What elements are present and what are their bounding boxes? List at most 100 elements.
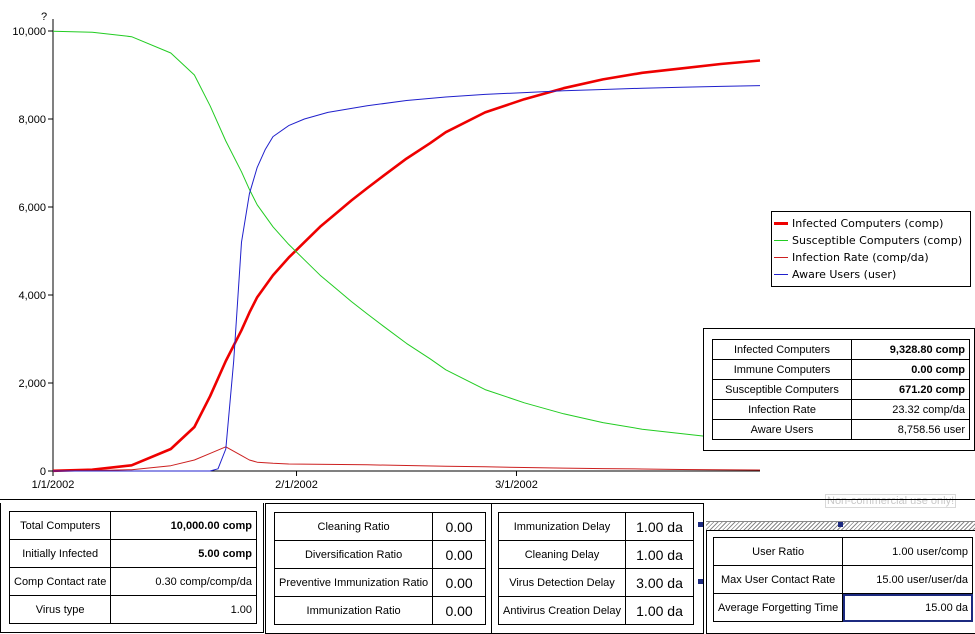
x-tick-label: 1/1/2002 [32, 479, 75, 491]
x-tick-label: 3/1/2002 [495, 479, 538, 491]
parameter-value[interactable]: 0.00 [432, 512, 486, 541]
parameters-table-4: User Ratio 1.00 user/comp Max User Contact… [712, 537, 973, 622]
results-table-row: Infected Computers 9,328.80 comp [712, 339, 970, 360]
panel3-row: Virus Detection Delay 3.00 da [498, 568, 694, 597]
y-tick-label: 0 [40, 466, 46, 478]
parameter-value[interactable]: 0.00 [432, 596, 486, 625]
parameter-value[interactable]: 5.00 comp [110, 539, 257, 568]
legend-item: Infection Rate (comp/da) [772, 249, 970, 266]
line-chart: ? 0 2,000 4,000 6,000 8,000 10,000 1/1/2002 2/1/… [12, 11, 761, 491]
legend-item: Aware Users (user) [772, 266, 970, 283]
parameter-value[interactable]: 0.00 [432, 568, 486, 597]
chart-divider [0, 499, 975, 500]
parameter-value[interactable]: 15.00 da [842, 593, 973, 622]
panel4-row: Average Forgetting Time 15.00 da [712, 593, 973, 622]
panel3-row: Antivirus Creation Delay 1.00 da [498, 596, 694, 625]
parameter-label: Immune Computers [712, 359, 852, 380]
y-tick-label: 4,000 [18, 290, 46, 302]
parameter-value[interactable]: 10,000.00 comp [110, 511, 257, 540]
parameter-label: Virus Detection Delay [498, 568, 626, 597]
y-tick-label: 10,000 [12, 26, 46, 38]
panel2-row: Diversification Ratio 0.00 [273, 540, 486, 569]
y-tick-label: 6,000 [18, 202, 46, 214]
parameters-table-2: Cleaning Ratio 0.00 Diversification Ratio 0… [273, 512, 486, 625]
parameter-value: 9,328.80 comp [851, 339, 970, 360]
parameter-label: Susceptible Computers [712, 379, 852, 400]
panel1-row: Virus type 1.00 [8, 595, 257, 624]
watermark-text: Non-commercial use only! [825, 494, 957, 508]
parameter-label: Total Computers [8, 511, 112, 540]
results-table-row: Immune Computers 0.00 comp [712, 359, 970, 380]
legend-label: Susceptible Computers (comp) [792, 234, 963, 247]
parameter-value[interactable]: 1.00 user/comp [842, 537, 973, 566]
panel2-row: Immunization Ratio 0.00 [273, 596, 486, 625]
panel3-row: Cleaning Delay 1.00 da [498, 540, 694, 569]
results-table-panel: Infected Computers 9,328.80 comp Immune Co… [703, 328, 975, 451]
parameters-table-3: Immunization Delay 1.00 da Cleaning Delay 1… [498, 512, 694, 625]
x-tick-label: 2/1/2002 [275, 479, 318, 491]
parameter-label: Virus type [8, 595, 112, 624]
legend-item: Infected Computers (comp) [772, 215, 970, 232]
parameter-label: Infected Computers [712, 339, 852, 360]
parameter-label: Comp Contact rate [8, 567, 112, 596]
y-unit-label: ? [41, 11, 47, 23]
parameter-value[interactable]: 1.00 [110, 595, 257, 624]
parameter-label: Cleaning Delay [498, 540, 626, 569]
parameter-label: Immunization Ratio [273, 596, 434, 625]
legend-label: Aware Users (user) [792, 268, 897, 281]
parameters-panel-4: User Ratio 1.00 user/comp Max User Contact… [706, 530, 975, 634]
resize-handle[interactable] [838, 522, 843, 527]
parameter-label: Max User Contact Rate [712, 565, 844, 594]
parameter-value: 23.32 comp/da [851, 399, 970, 420]
chart-series-layer [52, 30, 761, 473]
panel4-row: Max User Contact Rate 15.00 user/user/da [712, 565, 973, 594]
panel3-row: Immunization Delay 1.00 da [498, 512, 694, 541]
parameter-label: Cleaning Ratio [273, 512, 434, 541]
results-table-row: Susceptible Computers 671.20 comp [712, 379, 970, 400]
panel1-row: Initially Infected 5.00 comp [8, 539, 257, 568]
parameter-label: Average Forgetting Time [712, 593, 844, 622]
chart-legend: Infected Computers (comp) Susceptible Com… [771, 211, 971, 287]
resize-handle[interactable] [698, 522, 703, 527]
results-table: Infected Computers 9,328.80 comp Immune Co… [712, 339, 970, 440]
legend-swatch [774, 257, 788, 258]
results-table-row: Infection Rate 23.32 comp/da [712, 399, 970, 420]
series-line-2 [52, 30, 761, 442]
parameter-label: Aware Users [712, 419, 852, 440]
legend-swatch [774, 240, 788, 241]
y-tick-label: 2,000 [18, 378, 46, 390]
parameters-panel-3: Immunization Delay 1.00 da Cleaning Delay 1… [491, 503, 704, 634]
panel1-row: Comp Contact rate 0.30 comp/comp/da [8, 567, 257, 596]
parameter-value[interactable]: 0.00 [432, 540, 486, 569]
resize-handle[interactable] [698, 579, 703, 584]
parameter-value[interactable]: 0.30 comp/comp/da [110, 567, 257, 596]
series-line-1 [52, 59, 761, 473]
legend-item: Susceptible Computers (comp) [772, 232, 970, 249]
parameter-label: Diversification Ratio [273, 540, 434, 569]
series-line-4 [53, 85, 761, 472]
parameter-value: 671.20 comp [851, 379, 970, 400]
parameter-label: User Ratio [712, 537, 844, 566]
legend-label: Infection Rate (comp/da) [792, 251, 929, 264]
parameter-label: Initially Infected [8, 539, 112, 568]
parameters-panel-1: Total Computers 10,000.00 comp Initially I… [0, 503, 264, 633]
parameter-value[interactable]: 1.00 da [625, 540, 694, 569]
panel4-row: User Ratio 1.00 user/comp [712, 537, 973, 566]
parameter-value: 0.00 comp [851, 359, 970, 380]
parameters-panel-2: Cleaning Ratio 0.00 Diversification Ratio 0… [265, 503, 493, 634]
parameter-value[interactable]: 15.00 user/user/da [842, 565, 973, 594]
chart-axes: ? 0 2,000 4,000 6,000 8,000 10,000 1/1/2002 2/1/… [12, 11, 760, 491]
parameter-value[interactable]: 1.00 da [625, 512, 694, 541]
panel2-row: Preventive Immunization Ratio 0.00 [273, 568, 486, 597]
parameter-value[interactable]: 1.00 da [625, 596, 694, 625]
parameter-value[interactable]: 3.00 da [625, 568, 694, 597]
series-line-3 [52, 446, 761, 472]
parameter-label: Preventive Immunization Ratio [273, 568, 434, 597]
parameters-table-1: Total Computers 10,000.00 comp Initially I… [8, 511, 257, 624]
parameter-label: Immunization Delay [498, 512, 626, 541]
legend-swatch [774, 222, 788, 225]
parameter-label: Infection Rate [712, 399, 852, 420]
panel1-row: Total Computers 10,000.00 comp [8, 511, 257, 540]
parameter-label: Antivirus Creation Delay [498, 596, 626, 625]
y-tick-label: 8,000 [18, 114, 46, 126]
